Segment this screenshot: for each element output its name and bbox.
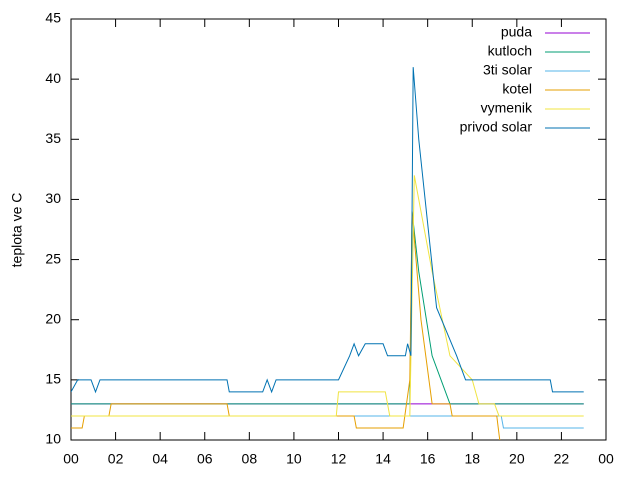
series-line — [71, 415, 584, 429]
plot-lines — [71, 67, 584, 440]
x-tick-label: 14 — [375, 451, 391, 467]
legend-label: 3ti solar — [483, 62, 532, 78]
legend-label: kotel — [502, 81, 532, 97]
series-line — [71, 175, 584, 417]
y-tick-label: 45 — [45, 10, 61, 26]
y-tick-label: 30 — [45, 190, 61, 206]
x-tick-label: 12 — [331, 451, 347, 467]
x-tick-label: 06 — [197, 451, 213, 467]
legend-label: kutloch — [488, 43, 532, 59]
y-tick-label: 40 — [45, 70, 61, 86]
x-tick-label: 10 — [286, 451, 302, 467]
x-tick-label: 00 — [598, 451, 614, 467]
y-tick-label: 25 — [45, 250, 61, 266]
x-tick-label: 20 — [509, 451, 525, 467]
y-tick-label: 35 — [45, 130, 61, 146]
x-tick-label: 02 — [108, 451, 124, 467]
y-tick-label: 20 — [45, 310, 61, 326]
y-axis-label: teplota ve C — [9, 193, 25, 268]
y-tick-label: 15 — [45, 371, 61, 387]
legend-label: privod solar — [460, 119, 533, 135]
series-line — [71, 211, 584, 405]
y-tick-label: 10 — [45, 431, 61, 447]
x-tick-label: 16 — [420, 451, 436, 467]
series-line — [71, 67, 584, 394]
x-tick-label: 00 — [63, 451, 79, 467]
x-tick-label: 08 — [242, 451, 258, 467]
legend-label: vymenik — [481, 100, 533, 116]
x-tick-label: 18 — [464, 451, 480, 467]
x-tick-label: 22 — [554, 451, 570, 467]
x-tick-label: 04 — [152, 451, 168, 467]
legend-label: puda — [501, 24, 532, 40]
